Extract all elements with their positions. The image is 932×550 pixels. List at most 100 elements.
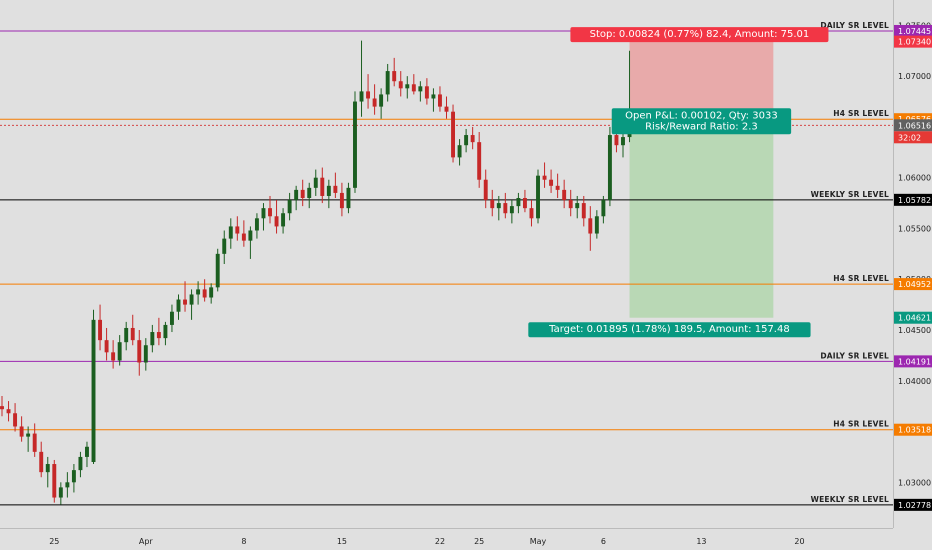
pnl-label-bg [611, 108, 792, 135]
candle-body [496, 203, 501, 209]
candle-body [464, 135, 469, 146]
current-price-tag-text: 1.06516 [898, 121, 931, 130]
candle-body [98, 319, 103, 341]
x-tick-label: May [530, 537, 547, 546]
candle-body [581, 203, 586, 219]
candle-body [372, 98, 377, 107]
candle-body [431, 94, 436, 99]
pnl-label-text: Risk/Reward Ratio: 2.3 [645, 121, 758, 132]
candle-body [555, 185, 560, 190]
y-tick-label: 1.04500 [898, 326, 931, 335]
candle-body [411, 84, 416, 92]
candle-body [536, 175, 540, 219]
candle-body [424, 86, 429, 99]
candle-body [183, 299, 187, 305]
candle-body [444, 106, 449, 112]
candle-body [209, 287, 214, 298]
candle-body [268, 208, 272, 217]
candle-body [588, 218, 593, 234]
target-label-bg [528, 322, 811, 338]
candle-body [385, 71, 390, 95]
candle-body [13, 413, 18, 427]
x-tick-label: 6 [601, 537, 606, 546]
candle-body [45, 464, 50, 473]
x-tick-label: 13 [696, 537, 706, 546]
pnl-label-text: Open P&L: 0.00102, Qty: 3033 [625, 110, 778, 121]
candle-body [196, 289, 201, 295]
sr-level-name: DAILY SR LEVEL [820, 21, 889, 30]
candle-body [39, 451, 44, 473]
candle-body [326, 185, 331, 196]
candle-body [366, 91, 371, 99]
candle-body [418, 86, 423, 92]
candle-body [130, 327, 135, 341]
candle-body [117, 342, 122, 361]
sr-level-name: DAILY SR LEVEL [820, 351, 889, 360]
sr-level-name: H4 SR LEVEL [833, 420, 889, 429]
candle-body [320, 177, 325, 196]
candle-body [621, 137, 625, 146]
sr-level-name: H4 SR LEVEL [833, 109, 889, 118]
level-price-tag-text: 1.07445 [898, 27, 931, 36]
candle-body [483, 179, 488, 201]
x-tick-label: 15 [337, 537, 347, 546]
candle-body [32, 433, 37, 452]
candle-body [379, 94, 384, 107]
level-price-tag-text: 1.04952 [898, 280, 931, 289]
target-zone [629, 125, 774, 318]
candle-body [562, 189, 567, 201]
sr-level-name: WEEKLY SR LEVEL [811, 495, 889, 504]
candle-body [614, 135, 619, 146]
candle-body [248, 230, 253, 241]
candle-body [169, 311, 174, 325]
y-tick-label: 1.06000 [898, 174, 931, 183]
candle-body [359, 91, 364, 102]
x-tick-label: 25 [474, 537, 484, 546]
target-price-tag-bg [894, 311, 932, 324]
level-price-tag-text: 1.04191 [898, 357, 931, 366]
candle-body [281, 213, 286, 227]
candle-body [529, 208, 534, 219]
candle-body [346, 187, 351, 209]
candle-body [143, 345, 148, 363]
target-label-text: Target: 0.01895 (1.78%) 189.5, Amount: 1… [548, 324, 790, 335]
candle-body [542, 175, 547, 180]
level-price-tag-bg [894, 355, 932, 368]
candle-body [601, 200, 606, 217]
x-tick-label: 22 [435, 537, 445, 546]
candle-body [176, 299, 181, 312]
level-price-tag-text: 1.05782 [898, 196, 931, 205]
candle-body [607, 135, 612, 201]
candle-body [392, 71, 397, 82]
countdown-tag-text: 32:02 [898, 133, 921, 142]
sr-level-name: WEEKLY SR LEVEL [811, 190, 889, 199]
candle-body [124, 327, 129, 343]
candle-body [300, 189, 305, 198]
target-price-tag-text: 1.04621 [898, 314, 931, 323]
level-price-tag-bg [894, 278, 932, 291]
y-tick-label: 1.04000 [898, 377, 931, 386]
candle-body [241, 233, 246, 241]
candle-body [137, 340, 142, 363]
candle-body [398, 81, 403, 89]
x-tick-label: 20 [794, 537, 804, 546]
candle-body [457, 145, 462, 158]
candle-body [503, 203, 508, 214]
x-tick-label: 8 [241, 537, 246, 546]
countdown-tag-bg [894, 131, 932, 144]
level-price-tag-bg [894, 423, 932, 436]
candle-body [313, 177, 318, 188]
candle-body [111, 352, 116, 361]
candle-body [163, 324, 168, 339]
candle-body [19, 426, 24, 437]
candle-body [222, 238, 227, 254]
stop-price-tag-text: 1.07340 [898, 38, 931, 47]
candle-body [91, 319, 96, 462]
sr-level-name: H4 SR LEVEL [833, 274, 889, 283]
candle-body [254, 218, 259, 231]
level-price-tag-bg [894, 24, 932, 37]
y-tick-label: 1.07000 [898, 72, 931, 81]
